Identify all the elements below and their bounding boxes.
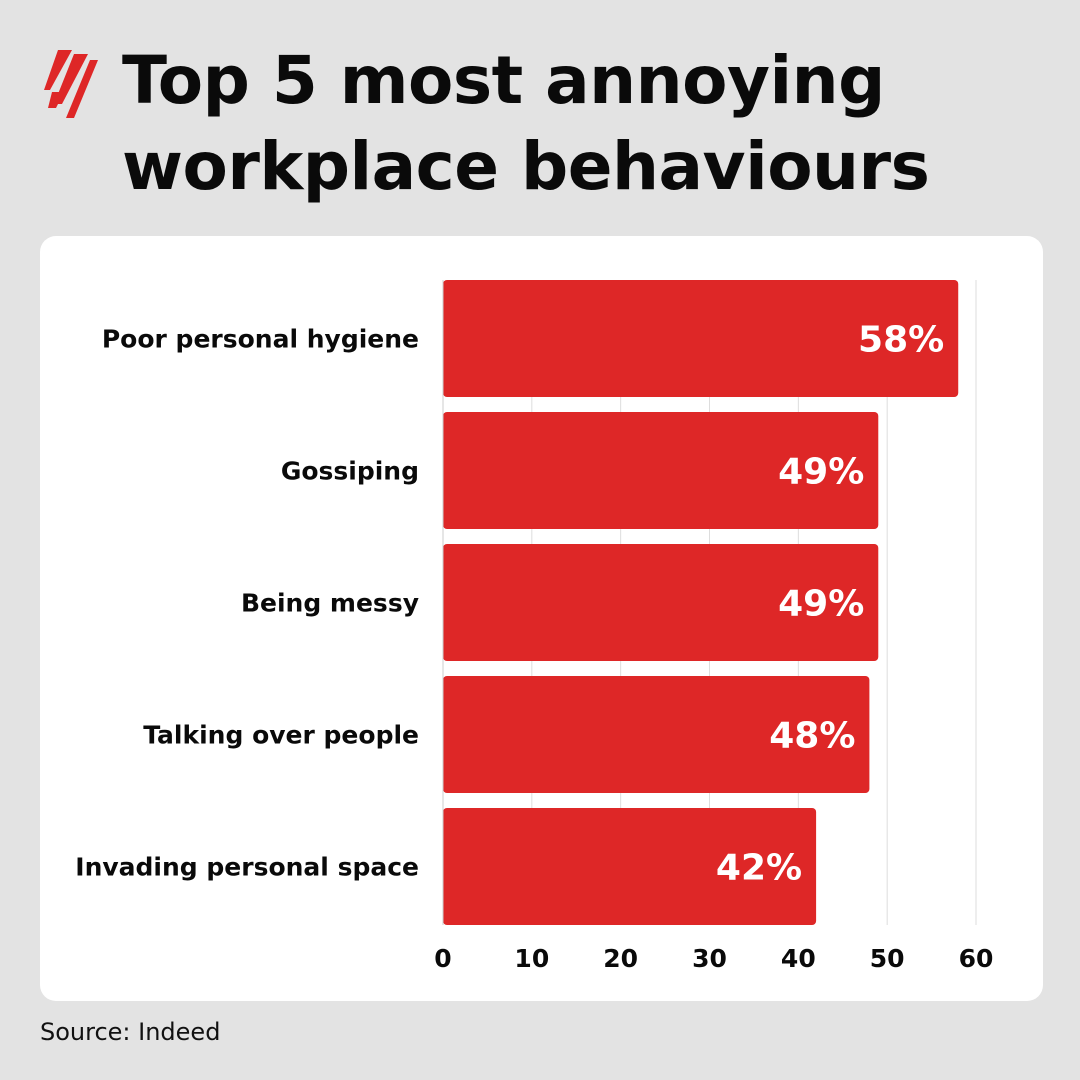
category-label: Gossiping	[281, 457, 419, 486]
x-tick-label: 30	[692, 944, 727, 973]
category-label: Invading personal space	[75, 853, 419, 882]
x-tick-label: 50	[870, 944, 905, 973]
bar-value-label: 58%	[858, 320, 944, 361]
x-tick-label: 10	[514, 944, 549, 973]
bar	[443, 412, 879, 529]
source-note: Source: Indeed	[40, 1018, 221, 1046]
title-line-2: workplace behaviours	[122, 128, 930, 205]
bar-value-label: 49%	[778, 452, 864, 493]
category-label: Talking over people	[143, 721, 419, 750]
chart-panel: 58% Poor personal hygiene 49% Gossiping 49% B…	[40, 236, 1043, 1001]
title-line-1: Top 5 most annoying	[122, 42, 885, 119]
bar-value-label: 42%	[716, 848, 802, 889]
page-title: Top 5 most annoying workplace behaviours	[122, 38, 1062, 210]
bar	[443, 280, 959, 397]
x-tick-label: 60	[959, 944, 994, 973]
x-tick-label: 40	[781, 944, 816, 973]
x-tick-label: 0	[434, 944, 451, 973]
category-label: Being messy	[241, 589, 419, 618]
sbs-logo-icon	[44, 50, 98, 118]
x-tick-label: 20	[603, 944, 638, 973]
bar-value-label: 49%	[778, 584, 864, 625]
bar	[443, 808, 817, 925]
bar	[443, 676, 870, 793]
category-label: Poor personal hygiene	[102, 325, 419, 354]
bar-chart: 58% Poor personal hygiene 49% Gossiping 49% B…	[75, 280, 994, 973]
bar-value-label: 48%	[769, 716, 855, 757]
bar	[443, 544, 879, 661]
